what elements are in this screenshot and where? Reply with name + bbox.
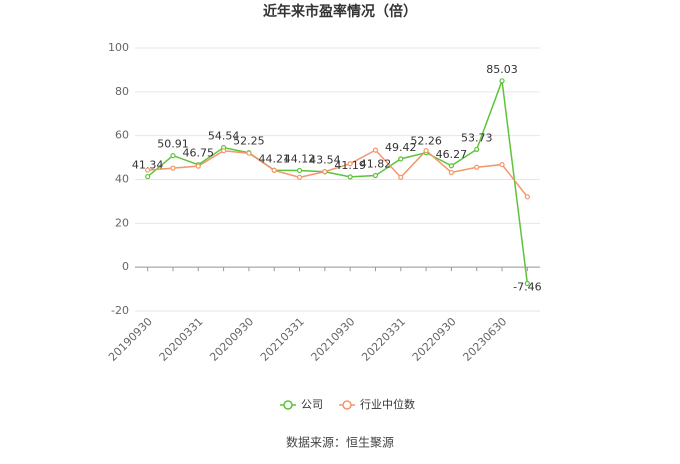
x-tick-label: 20200930 [207, 315, 256, 364]
point [524, 280, 530, 287]
y-tick-label: -20 [111, 304, 129, 317]
point [271, 167, 277, 173]
y-tick-label: 80 [115, 85, 129, 98]
x-tick-label: 20200331 [157, 315, 206, 364]
data-label: 50.91 [157, 138, 189, 151]
point [372, 172, 379, 179]
x-tick-label: 20230630 [460, 315, 509, 364]
point [474, 146, 480, 153]
data-label: 46.27 [436, 148, 468, 161]
point [296, 167, 303, 174]
point [448, 169, 455, 176]
point [246, 150, 252, 156]
y-tick-label: 0 [122, 260, 129, 273]
x-tick-label: 20190930 [106, 315, 155, 364]
x-tick-label: 20220930 [410, 315, 459, 364]
line [147, 149, 528, 198]
point [347, 161, 353, 167]
y-tick-label: 100 [108, 41, 129, 54]
y-tick-label: 20 [115, 216, 129, 229]
point [398, 156, 404, 162]
data-label: 52.26 [410, 135, 442, 148]
legend-label: 公司 [301, 398, 323, 411]
point [474, 164, 480, 170]
point [372, 147, 379, 153]
point [170, 152, 176, 159]
data-label: 44.21 [258, 152, 290, 165]
chart-title: 近年来市盈率情况（倍） [263, 3, 417, 20]
x-tick-label: 20210930 [309, 315, 358, 364]
point [499, 161, 505, 168]
data-label: 85.03 [486, 63, 518, 76]
legend-label: 行业中位数 [360, 397, 415, 411]
point [296, 174, 303, 180]
point [448, 163, 455, 169]
legend-marker [283, 400, 293, 410]
legend-marker [342, 400, 352, 410]
data-label: 54.54 [208, 130, 240, 143]
line [147, 80, 529, 284]
x-tick-label: 20210331 [258, 315, 307, 364]
point [499, 78, 505, 84]
point [170, 165, 176, 171]
point [220, 148, 227, 154]
data-label: 44.12 [284, 152, 316, 165]
point [145, 167, 151, 173]
data-label: 41.34 [132, 159, 164, 172]
data-label: -7.46 [513, 281, 541, 294]
point [423, 147, 429, 154]
point [145, 173, 151, 180]
point [347, 174, 353, 180]
point [524, 194, 530, 200]
data-label: 46.75 [183, 147, 215, 160]
x-tick-label: 20220331 [359, 315, 408, 364]
data-label: 43.54 [309, 154, 341, 167]
data-label: 41.82 [360, 158, 392, 171]
y-tick-label: 40 [115, 173, 129, 186]
point [195, 163, 201, 169]
point [398, 174, 404, 180]
source: 数据来源：恒生聚源 [286, 435, 394, 450]
data-label: 49.42 [385, 141, 417, 154]
y-tick-label: 60 [115, 129, 129, 142]
data-label: 52.25 [233, 135, 265, 148]
data-label: 53.73 [461, 131, 493, 144]
point [322, 169, 328, 175]
